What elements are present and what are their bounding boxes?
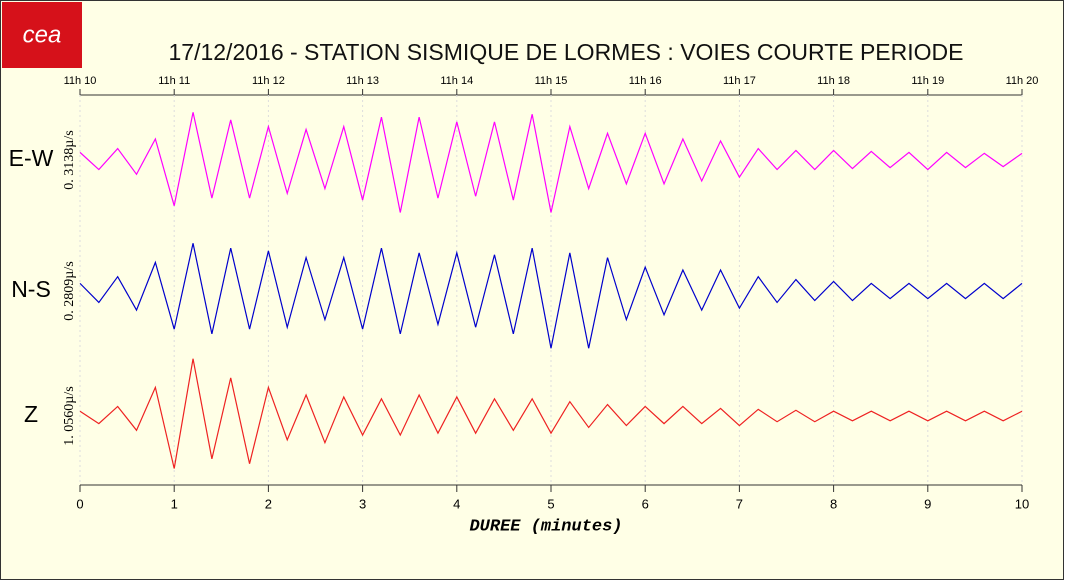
channel-scale: 0. 3138µ/s <box>62 130 77 189</box>
x-tick-label: 0 <box>76 496 83 511</box>
channel-scale: 0. 2809µ/s <box>62 261 77 320</box>
x-tick-label: 1 <box>171 496 178 511</box>
x-tick-label: 4 <box>453 496 460 511</box>
channel-name: Z <box>24 401 38 427</box>
top-tick-label: 11h 17 <box>723 75 756 87</box>
x-tick-label: 6 <box>642 496 649 511</box>
trace <box>79 112 1023 213</box>
top-tick-label: 11h 10 <box>64 75 97 87</box>
channel-name: N-S <box>11 276 51 302</box>
chart-title: 17/12/2016 - STATION SISMIQUE DE LORMES … <box>169 39 964 65</box>
trace <box>79 358 1023 469</box>
x-tick-label: 5 <box>547 496 554 511</box>
top-tick-label: 11h 19 <box>911 75 944 87</box>
top-tick-label: 11h 16 <box>629 75 662 87</box>
x-tick-label: 9 <box>924 496 931 511</box>
x-axis-label: DUREE (minutes) <box>469 517 622 536</box>
x-tick-label: 3 <box>359 496 366 511</box>
top-tick-label: 11h 18 <box>817 75 850 87</box>
x-tick-label: 8 <box>830 496 837 511</box>
top-tick-label: 11h 20 <box>1006 75 1039 87</box>
trace <box>79 243 1023 349</box>
top-tick-label: 11h 12 <box>252 75 285 87</box>
logo-box <box>2 2 82 68</box>
top-tick-label: 11h 11 <box>158 75 190 87</box>
x-tick-label: 10 <box>1015 496 1029 511</box>
logo: cea <box>23 21 62 48</box>
top-tick-label: 11h 13 <box>346 75 379 87</box>
x-tick-label: 2 <box>265 496 272 511</box>
x-tick-label: 7 <box>736 496 743 511</box>
channel-scale: 1. 0560µ/s <box>62 386 77 445</box>
channel-name: E-W <box>9 145 54 171</box>
top-tick-label: 11h 14 <box>440 75 473 87</box>
top-tick-label: 11h 15 <box>535 75 568 87</box>
